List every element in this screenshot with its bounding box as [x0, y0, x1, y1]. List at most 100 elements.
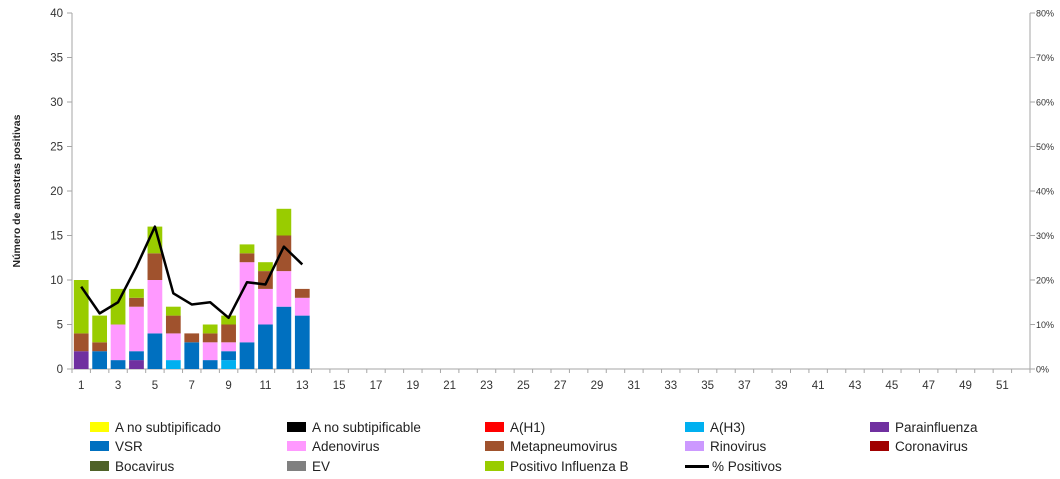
- bar-segment: [258, 288, 273, 325]
- legend-label: A no subtipificado: [115, 419, 221, 435]
- legend-label: % Positivos: [712, 458, 782, 474]
- bar-segment: [129, 297, 144, 307]
- x-tick-label: 49: [959, 380, 972, 392]
- legend-label: Adenovirus: [312, 438, 380, 454]
- bar-segment: [165, 315, 181, 334]
- legend-swatch: [485, 441, 504, 451]
- legend-swatch: [685, 464, 709, 468]
- y-tick-label: 20: [50, 186, 63, 198]
- bar-segment: [221, 324, 236, 343]
- bar-segment: [147, 253, 163, 280]
- x-tick-label: 33: [664, 380, 677, 392]
- legend-item: EV: [287, 457, 330, 475]
- x-tick-label: 43: [849, 380, 862, 392]
- bar-segment: [202, 333, 218, 343]
- legend-item: VSR: [90, 437, 143, 455]
- x-tick-label: 51: [996, 380, 1009, 392]
- x-tick-label: 29: [591, 380, 604, 392]
- y-tick-label: 0: [57, 364, 63, 376]
- legend-swatch: [870, 422, 889, 432]
- legend-item: Coronavirus: [870, 437, 968, 455]
- positivity-line: [80, 225, 304, 320]
- legend-item: A no subtipificado: [90, 418, 221, 436]
- bar-segment: [221, 342, 236, 352]
- legend-item: Rinovirus: [685, 437, 766, 455]
- x-tick-label: 17: [370, 380, 383, 392]
- bar-segment: [276, 208, 292, 236]
- legend-item: Positivo Influenza B: [485, 457, 629, 475]
- legend-swatch: [287, 461, 306, 471]
- y2-tick-label: 50%: [1036, 142, 1054, 152]
- x-tick-label: 13: [296, 380, 309, 392]
- legend-item: A no subtipificable: [287, 418, 421, 436]
- bar-segment: [184, 333, 200, 343]
- legend-swatch: [90, 441, 109, 451]
- x-tick-label: 9: [225, 380, 231, 392]
- bar-segment: [147, 333, 163, 369]
- legend-item: Metapneumovirus: [485, 437, 617, 455]
- x-tick-label: 21: [443, 380, 456, 392]
- x-tick-label: 35: [701, 380, 714, 392]
- bar-segment: [73, 333, 89, 352]
- bar-segment: [73, 351, 89, 369]
- bar-segment: [221, 360, 236, 369]
- bar-segment: [165, 360, 181, 369]
- bar-segment: [147, 280, 163, 334]
- x-tick-label: 27: [554, 380, 567, 392]
- x-tick-label: 7: [189, 380, 195, 392]
- bar-segment: [92, 315, 108, 343]
- y-tick-label: 40: [50, 8, 63, 20]
- chart-legend: A no subtipificado A no subtipificable A(H…: [90, 418, 1050, 478]
- y-tick-label: 10: [50, 275, 63, 287]
- bar-segment: [258, 324, 273, 369]
- legend-swatch: [287, 422, 306, 432]
- legend-swatch: [870, 441, 889, 451]
- y2-tick-label: 0%: [1036, 365, 1049, 375]
- legend-item: A(H3): [685, 418, 745, 436]
- x-tick-label: 41: [812, 380, 825, 392]
- y2-tick-label: 60%: [1036, 98, 1054, 108]
- y2-tick-label: 40%: [1036, 187, 1054, 197]
- x-tick-label: 15: [333, 380, 346, 392]
- legend-label: VSR: [115, 438, 143, 454]
- x-tick-label: 23: [480, 380, 493, 392]
- legend-swatch: [485, 422, 504, 432]
- x-tick-label: 31: [628, 380, 641, 392]
- legend-item: Adenovirus: [287, 437, 380, 455]
- bar-segment: [129, 288, 144, 298]
- bar-segment: [276, 271, 292, 307]
- x-tick-label: 11: [259, 380, 271, 392]
- bar-segment: [221, 315, 236, 325]
- bar-segment: [165, 333, 181, 361]
- y-tick-label: 25: [50, 142, 63, 154]
- x-tick-label: 37: [738, 380, 751, 392]
- bar-segment: [239, 244, 255, 254]
- bar-segment: [239, 253, 255, 263]
- legend-label: Metapneumovirus: [510, 438, 618, 454]
- legend-item: A(H1): [485, 418, 545, 436]
- y-tick-label: 15: [50, 231, 63, 243]
- legend-swatch: [685, 441, 704, 451]
- bar-segment: [202, 342, 218, 361]
- bar-segment: [276, 306, 292, 369]
- legend-label: A(H3): [710, 419, 746, 435]
- bar-segment: [239, 262, 255, 343]
- y2-tick-label: 80%: [1036, 9, 1054, 19]
- legend-item: Parainfluenza: [870, 418, 978, 436]
- bar-segment: [92, 342, 108, 352]
- x-tick-label: 3: [115, 380, 121, 392]
- legend-label: A(H1): [510, 419, 546, 435]
- legend-label: Positivo Influenza B: [510, 458, 629, 474]
- x-tick-label: 25: [517, 380, 530, 392]
- bar-segment: [129, 306, 144, 352]
- y-axis-title: Número de amostras positivas: [11, 114, 23, 267]
- bar-segment: [110, 324, 126, 361]
- legend-swatch: [685, 422, 704, 432]
- bar-segment: [202, 360, 218, 369]
- bar-segment: [294, 288, 310, 298]
- x-tick-label: 1: [78, 380, 84, 392]
- y2-tick-label: 70%: [1036, 53, 1054, 63]
- bar-segment: [239, 342, 255, 369]
- chart: 05101520253035400%10%20%30%40%50%60%70%8…: [11, 8, 1054, 392]
- bar-segment: [129, 360, 144, 369]
